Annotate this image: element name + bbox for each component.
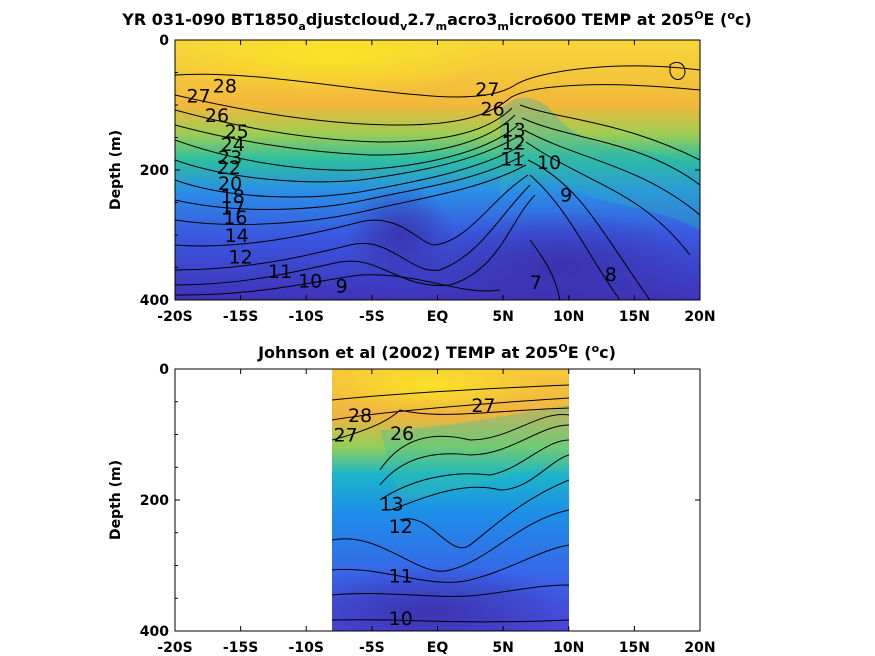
top-y-axis: 0 200 400 — [140, 33, 700, 309]
bottom-x-tick-label: -5S — [359, 640, 385, 656]
top-contour-label: 24 — [221, 134, 245, 156]
top-contour-label: 28 — [213, 76, 237, 98]
top-deep-cold-region — [410, 210, 700, 300]
top-y-tick-label: 0 — [159, 33, 169, 49]
bottom-contour-label: 10 — [389, 608, 413, 630]
top-contour-label: 23 — [218, 147, 242, 169]
top-contour-label: 12 — [502, 133, 526, 155]
bottom-contour-label: 26 — [390, 423, 414, 445]
top-contour-label: 9 — [336, 276, 348, 298]
top-contour-label: 26 — [481, 98, 505, 120]
top-contour-label: 27 — [475, 79, 499, 101]
top-contour-label: 10 — [537, 152, 561, 174]
top-thermocline-front — [500, 97, 700, 230]
bottom-x-tick-label: EQ — [427, 640, 449, 656]
top-contour-label: 17 — [221, 198, 245, 220]
top-contour-label: 22 — [217, 157, 241, 179]
top-contour-label: 11 — [268, 261, 292, 283]
top-contour-label: 20 — [218, 173, 242, 195]
bottom-x-tick-label: 15N — [619, 640, 650, 656]
top-contour-label: 12 — [229, 246, 253, 268]
top-y-tick-label: 400 — [140, 293, 169, 309]
bottom-contour-label: 27 — [471, 395, 495, 417]
top-contour-label: 16 — [223, 207, 247, 229]
top-contour-label: 8 — [605, 264, 617, 286]
bottom-x-tick-label: -20S — [157, 640, 192, 656]
top-contour-label: 7 — [530, 272, 542, 294]
top-contour-label: 10 — [298, 271, 322, 293]
bottom-contour-label: 13 — [379, 493, 403, 515]
bottom-contour-label: 28 — [348, 405, 372, 427]
top-warm-pool — [175, 40, 500, 95]
bottom-x-axis: -20S -15S -10S -5S EQ 5N 10N 15N 20N — [157, 369, 716, 656]
bottom-contour-label: 12 — [389, 516, 413, 538]
top-contour-label: 18 — [221, 186, 245, 208]
top-x-tick-label: -5S — [359, 309, 385, 325]
top-x-tick-label: -10S — [289, 309, 324, 325]
bottom-x-tick-label: 5N — [492, 640, 513, 656]
bottom-contour-lines — [332, 384, 569, 623]
top-x-tick-label: -15S — [223, 309, 258, 325]
top-contour-label: 25 — [225, 121, 249, 143]
top-contour-label: 14 — [225, 225, 249, 247]
top-x-tick-label: 20N — [684, 309, 715, 325]
top-panel: YR 031-090 BT1850adjustcloudv2.7macro3mi… — [108, 9, 752, 325]
top-x-axis: -20S -15S -10S -5S EQ 5N 10N 15N 20N — [157, 40, 716, 325]
top-x-tick-label: -20S — [157, 309, 192, 325]
top-x-tick-label: 15N — [619, 309, 650, 325]
bottom-x-tick-label: 20N — [684, 640, 715, 656]
bottom-warm-pool — [332, 369, 540, 413]
bottom-y-tick-label: 200 — [140, 493, 169, 509]
bottom-x-tick-label: -15S — [223, 640, 258, 656]
top-chart-title: YR 031-090 BT1850adjustcloudv2.7macro3mi… — [121, 9, 751, 33]
bottom-thermocline-front — [380, 405, 569, 500]
bottom-y-axis-label: Depth (m) — [108, 460, 124, 540]
bottom-y-tick-label: 0 — [159, 362, 169, 378]
top-contour-label: 26 — [205, 105, 229, 127]
bottom-y-tick-label: 400 — [140, 624, 169, 640]
bottom-y-axis: 0 200 400 — [140, 362, 700, 640]
top-y-tick-label: 200 — [140, 163, 169, 179]
top-x-tick-label: EQ — [427, 309, 449, 325]
bottom-x-tick-label: 10N — [553, 640, 584, 656]
top-contour-lines — [175, 61, 700, 300]
top-y-axis-label: Depth (m) — [108, 130, 124, 210]
top-cold-dome — [345, 185, 455, 285]
top-contour-label: 11 — [500, 148, 524, 170]
top-x-tick-label: 10N — [553, 309, 584, 325]
bottom-panel: Johnson et al (2002) TEMP at 205OE (oc) — [108, 342, 716, 656]
top-x-tick-label: 5N — [492, 309, 513, 325]
top-contour-label: 27 — [187, 85, 211, 107]
bottom-x-tick-label: -10S — [289, 640, 324, 656]
bottom-contour-label: 11 — [389, 565, 413, 587]
bottom-chart-title: Johnson et al (2002) TEMP at 205OE (oc) — [257, 342, 616, 362]
top-contour-label: 9 — [560, 185, 572, 207]
bottom-deep-cold-region — [332, 565, 569, 631]
top-contour-label: 13 — [502, 120, 526, 142]
bottom-contour-label: 27 — [334, 425, 358, 447]
